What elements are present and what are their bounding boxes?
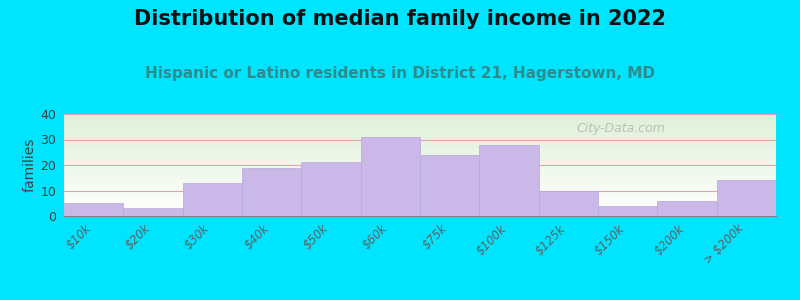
Bar (717, 180, 776, 216)
Bar (658, 201, 717, 216)
Bar (420, 155, 479, 216)
Bar (302, 162, 361, 216)
Bar (64, 203, 123, 216)
Text: Distribution of median family income in 2022: Distribution of median family income in … (134, 9, 666, 29)
Y-axis label: families: families (22, 138, 36, 192)
Text: Hispanic or Latino residents in District 21, Hagerstown, MD: Hispanic or Latino residents in District… (145, 66, 655, 81)
Bar (242, 167, 302, 216)
Bar (182, 183, 242, 216)
Bar (479, 145, 538, 216)
Bar (123, 208, 182, 216)
Bar (361, 137, 420, 216)
Text: City-Data.com: City-Data.com (577, 122, 666, 135)
Bar (538, 190, 598, 216)
Bar (598, 206, 658, 216)
